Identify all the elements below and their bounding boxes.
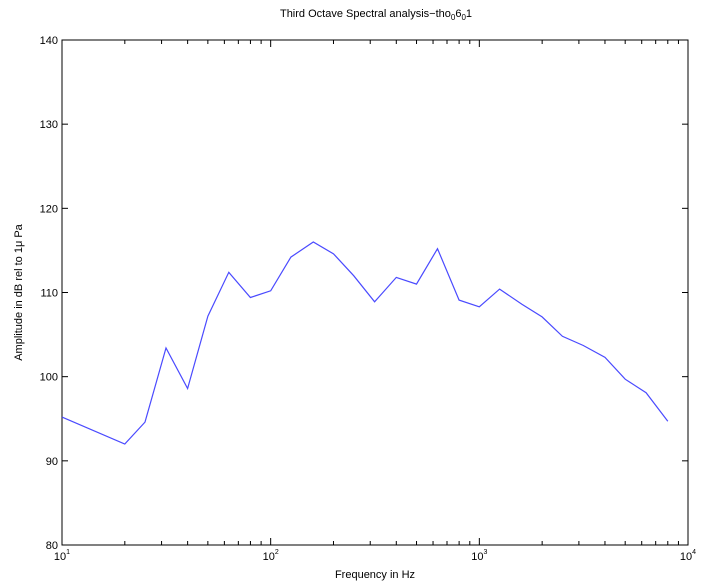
- y-tick-label: 130: [40, 119, 58, 131]
- chart-title-part: Third Octave Spectral analysis−tho: [280, 8, 451, 20]
- y-axis-label: Amplitude in dB rel to 1μ Pa: [13, 223, 25, 360]
- chart-title: Third Octave Spectral analysis−tho0601: [280, 8, 472, 22]
- y-tick-label: 110: [40, 288, 58, 300]
- y-tick-label: 80: [46, 540, 58, 552]
- y-tick-label: 90: [46, 456, 58, 468]
- x-tick-label: 102: [263, 549, 279, 563]
- axis-ticks: [61, 39, 689, 546]
- plot-frame: [61, 39, 689, 546]
- x-axis-label: Frequency in Hz: [335, 569, 415, 581]
- axis-tick-labels: 80 90 100 110 120 130 140 101 102 103 104: [40, 35, 697, 563]
- chart-title-subscript: 0: [461, 13, 466, 22]
- chart-title-subscript: 0: [451, 13, 456, 22]
- y-tick-label: 140: [40, 35, 58, 47]
- chart-title-part: 1: [466, 8, 472, 20]
- x-tick-label: 104: [680, 549, 696, 563]
- x-tick-label: 103: [471, 549, 487, 563]
- chart-title-part: 6: [455, 8, 461, 20]
- y-tick-label: 120: [40, 203, 58, 215]
- series-line: [61, 241, 669, 445]
- y-tick-label: 100: [40, 372, 58, 384]
- x-tick-label: 101: [54, 549, 70, 563]
